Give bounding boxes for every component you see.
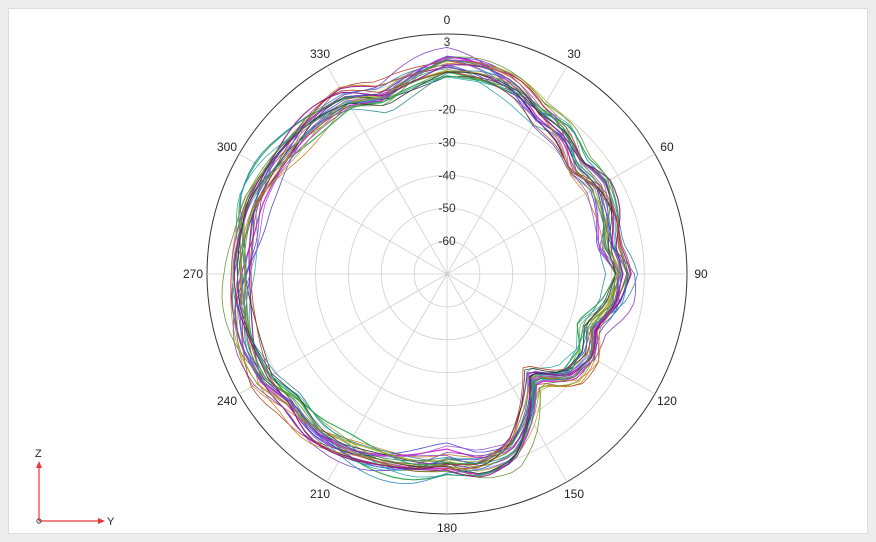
angle-tick-label: 210 [310, 487, 330, 501]
tick-labels: 0 30 60 90 120 150 180 210 240 270 300 330 3 -20 -30 -4… [183, 13, 708, 535]
series-line [240, 58, 621, 458]
z-axis-arrow [36, 461, 42, 468]
angle-tick-label: 30 [567, 47, 581, 61]
radial-tick-label: -50 [438, 201, 456, 215]
series-line [236, 59, 620, 458]
polar-chart: 0 30 60 90 120 150 180 210 240 270 300 330 3 -20 -30 -4… [35, 13, 708, 535]
grid-spoke [446, 273, 656, 395]
angle-tick-label: 240 [217, 394, 237, 408]
polar-grid [206, 33, 688, 515]
angle-tick-label: 150 [564, 487, 584, 501]
series-line [235, 76, 623, 478]
z-axis-label: Z [35, 448, 42, 460]
grid-spoke [446, 65, 568, 275]
radial-tick-label: -60 [438, 234, 456, 248]
angle-tick-label: 180 [437, 521, 457, 535]
angle-tick-label: 300 [217, 140, 237, 154]
series-layer [221, 46, 639, 485]
angle-tick-label: 270 [183, 267, 203, 281]
grid-spoke [238, 273, 448, 395]
series-line [234, 56, 619, 458]
axes-indicator: Z Y [35, 448, 115, 528]
angle-tick-label: 0 [444, 13, 451, 27]
radial-tick-label: 3 [444, 35, 451, 49]
series-line [237, 71, 617, 474]
radial-tick-label: -30 [438, 135, 456, 149]
radial-tick-label: -20 [438, 103, 456, 117]
grid-spoke [446, 153, 656, 275]
angle-tick-label: 330 [310, 47, 330, 61]
angle-tick-label: 90 [694, 267, 708, 281]
y-axis-arrow [98, 518, 105, 524]
angle-tick-label: 120 [657, 394, 677, 408]
grid-spoke [238, 153, 448, 275]
series-line [238, 55, 620, 456]
series-line [250, 71, 628, 469]
series-line [236, 70, 622, 477]
grid-spoke [446, 273, 568, 483]
series-line [233, 64, 624, 478]
series-line [234, 59, 620, 465]
plot-area: 0 30 60 90 120 150 180 210 240 270 300 330 3 -20 -30 -4… [8, 8, 868, 535]
radial-tick-label: -40 [438, 168, 456, 182]
y-axis-label: Y [107, 516, 115, 528]
series-line [242, 75, 616, 466]
origin-dot [36, 518, 42, 524]
series-line [221, 56, 616, 479]
angle-tick-label: 60 [660, 140, 674, 154]
